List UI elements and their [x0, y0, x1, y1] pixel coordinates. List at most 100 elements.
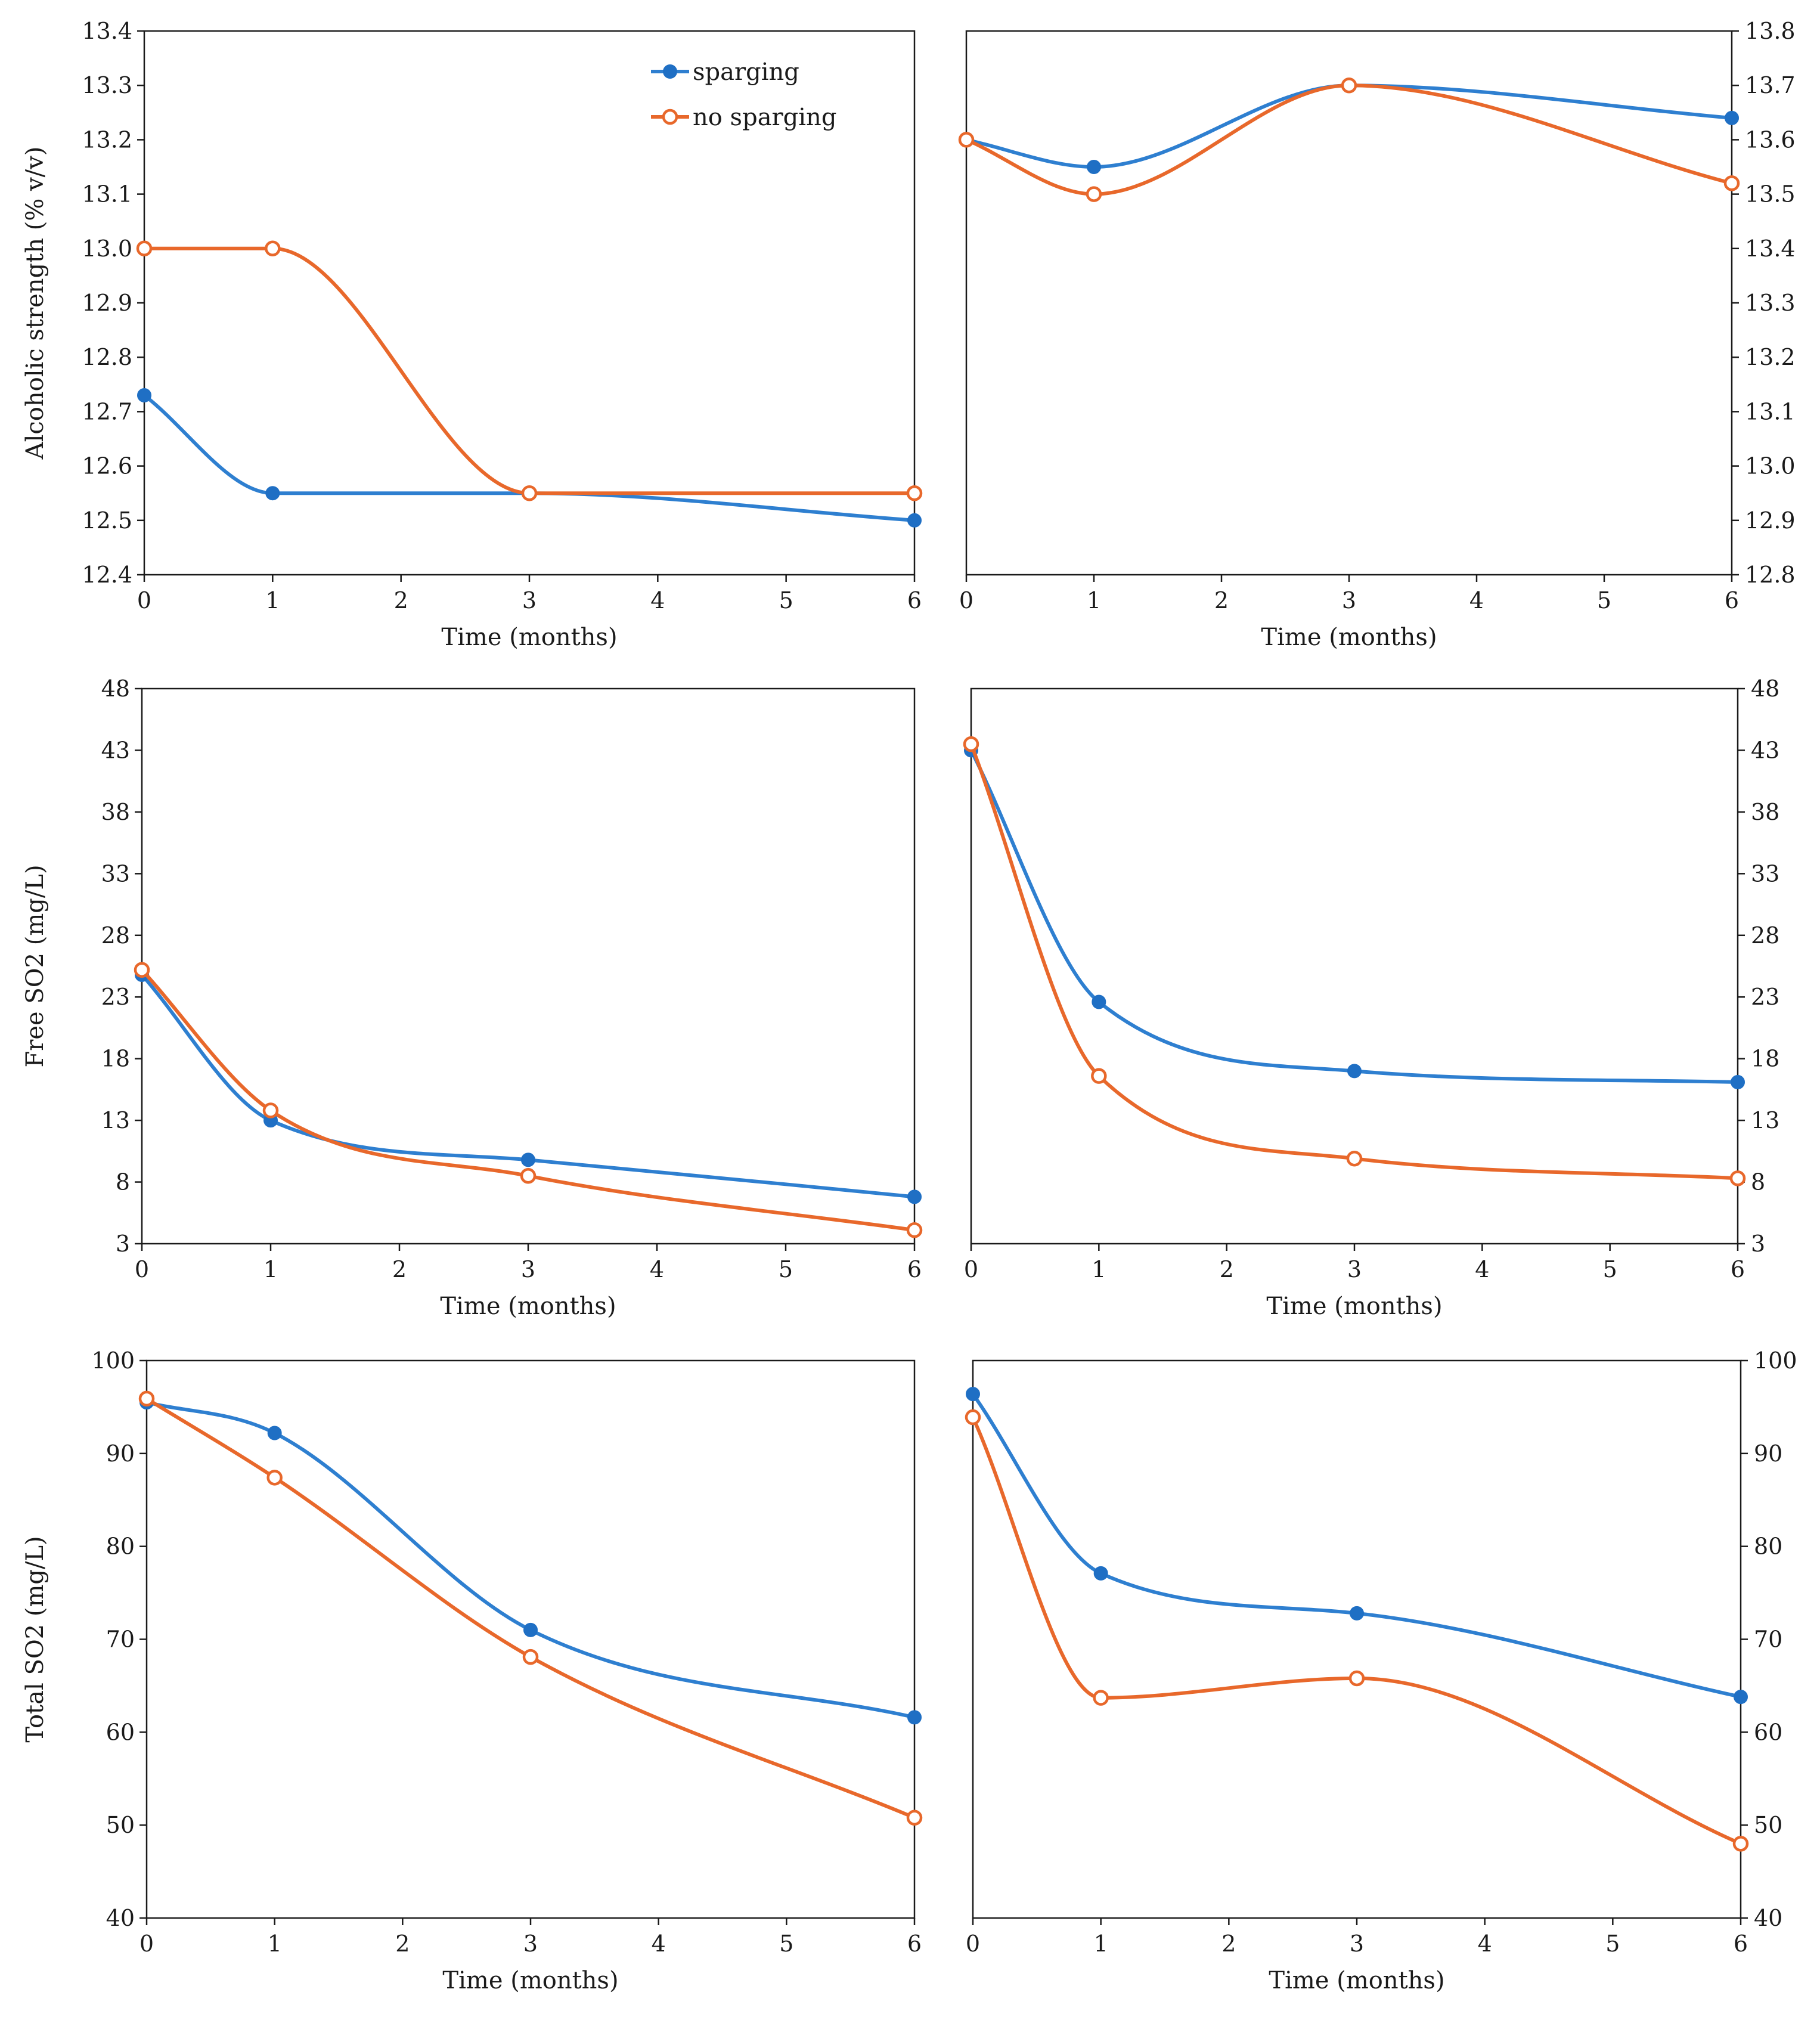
chart-total-so2-right: 0 1 2 3 4 5 640 50 60 70 80 90 100 Time (months) — [965, 1347, 1797, 1994]
chart-alcohol-right: 0 1 2 3 4 5 612.8 12.9 13.0 13.1 13.2 13.3 13.4 13.5 1… — [958, 18, 1796, 651]
y-tick-label: 12.5 — [82, 507, 132, 534]
x-axis-label: Time (months) — [1266, 1293, 1442, 1320]
data-point-sparging — [907, 1189, 922, 1204]
x-tick-label: 5 — [779, 1256, 793, 1282]
data-point-sparging — [523, 1622, 538, 1637]
x-tick-label: 6 — [907, 1931, 922, 1957]
x-tick-label: 0 — [137, 587, 151, 614]
x-tick-label: 6 — [907, 1256, 922, 1282]
x-tick-label: 3 — [1342, 587, 1356, 614]
chart-alcohol-left: 0 1 2 3 4 5 6 12.4 12.5 12.6 12.7 12.8 12.9 13.0 13.1 1… — [21, 18, 923, 651]
data-point-sparging — [1734, 1690, 1748, 1705]
x-tick-label: 0 — [135, 1256, 149, 1282]
y-tick-label: 90 — [1754, 1440, 1782, 1467]
y-tick-label: 48 — [1751, 676, 1779, 702]
y-tick-label: 13.1 — [1745, 398, 1796, 425]
y-axis-label: Total SO2 (mg/L) — [21, 1536, 49, 1742]
x-tick-label: 2 — [395, 1931, 410, 1957]
data-point-sparging — [1087, 160, 1101, 174]
data-point-no-sparging — [262, 1102, 279, 1119]
data-point-no-sparging — [134, 962, 150, 978]
data-point-sparging — [1725, 110, 1739, 125]
y-tick-label: 12.9 — [1745, 507, 1796, 534]
y-tick-label: 13.0 — [82, 236, 132, 262]
data-point-sparging — [1092, 994, 1106, 1009]
y-axis-label: Free SO2 (mg/L) — [21, 865, 49, 1067]
x-tick-label: 3 — [1347, 1256, 1362, 1282]
legend: sparging no sparging — [651, 58, 836, 131]
y-tick-label: 13.3 — [82, 72, 132, 98]
data-point-no-sparging — [1723, 175, 1740, 191]
y-tick-label: 28 — [1751, 922, 1779, 949]
y-tick-label: 50 — [1754, 1812, 1782, 1838]
y-tick-label: 43 — [101, 737, 130, 763]
x-tick-label: 2 — [392, 1256, 407, 1282]
data-point-no-sparging — [265, 240, 281, 257]
data-point-no-sparging — [1341, 77, 1357, 94]
data-point-no-sparging — [520, 1167, 537, 1184]
y-tick-label: 12.6 — [82, 453, 132, 479]
data-point-sparging — [1350, 1606, 1364, 1621]
x-tick-label: 6 — [1725, 587, 1739, 614]
x-tick-label: 0 — [959, 587, 973, 614]
legend-label: sparging — [693, 58, 799, 86]
y-tick-label: 13.2 — [82, 126, 132, 153]
y-tick-label: 33 — [101, 860, 130, 887]
data-point-no-sparging — [1729, 1170, 1746, 1186]
y-tick-label: 23 — [1751, 984, 1779, 1010]
data-point-no-sparging — [266, 1470, 283, 1486]
legend-swatch-marker — [662, 109, 678, 125]
y-tick-label: 8 — [1751, 1169, 1765, 1195]
x-tick-label: 0 — [139, 1931, 154, 1957]
data-point-no-sparging — [906, 1222, 923, 1238]
x-tick-label: 0 — [966, 1931, 980, 1957]
data-point-no-sparging — [1086, 186, 1102, 202]
series-line-no-sparging — [140, 968, 916, 1232]
y-tick-label: 100 — [91, 1347, 135, 1374]
x-tick-label: 5 — [779, 587, 793, 614]
y-tick-label: 12.7 — [82, 398, 132, 425]
data-point-sparging — [137, 388, 151, 403]
series-line-sparging — [145, 1401, 916, 1719]
x-tick-label: 3 — [522, 587, 537, 614]
y-tick-label: 13.1 — [82, 181, 132, 207]
plot-frame — [972, 1359, 1742, 1919]
series-line-no-sparging — [969, 742, 1740, 1181]
x-tick-label: 4 — [1469, 587, 1484, 614]
series-line-sparging — [140, 973, 916, 1199]
y-tick-label: 13 — [1751, 1107, 1779, 1133]
data-point-no-sparging — [1346, 1150, 1363, 1167]
y-tick-label: 18 — [101, 1046, 130, 1072]
x-tick-label: 4 — [1478, 1931, 1492, 1957]
series-line-sparging — [971, 1392, 1743, 1699]
x-tick-label: 2 — [1221, 1931, 1236, 1957]
y-tick-label: 80 — [1754, 1533, 1782, 1560]
x-tick-label: 3 — [523, 1931, 538, 1957]
series-line-no-sparging — [142, 246, 916, 495]
y-tick-label: 90 — [106, 1440, 135, 1467]
y-tick-label: 13.0 — [1745, 453, 1796, 479]
y-tick-label: 40 — [1754, 1905, 1782, 1931]
y-tick-label: 12.8 — [1745, 562, 1796, 588]
data-point-no-sparging — [906, 485, 923, 501]
x-axis-label: Time (months) — [1269, 1967, 1444, 1994]
data-point-sparging — [267, 1426, 282, 1440]
data-point-no-sparging — [906, 1810, 923, 1826]
series-line-sparging — [142, 394, 916, 522]
data-point-sparging — [1093, 1566, 1108, 1581]
chart-total-so2-left: 0 1 2 3 4 5 6 40 50 60 70 80 90 100 Time (months) Total… — [21, 1347, 923, 1994]
x-tick-label: 3 — [1350, 1931, 1364, 1957]
x-tick-label: 0 — [964, 1256, 978, 1282]
y-tick-label: 13.2 — [1745, 344, 1796, 370]
legend-swatch-marker — [663, 64, 677, 79]
series-line-no-sparging — [145, 1396, 916, 1820]
data-point-sparging — [521, 1152, 535, 1167]
data-point-no-sparging — [1348, 1670, 1365, 1687]
data-point-no-sparging — [963, 736, 979, 752]
y-tick-label: 70 — [106, 1626, 135, 1653]
y-tick-label: 40 — [106, 1905, 135, 1931]
series-line-no-sparging — [971, 1415, 1743, 1846]
x-axis-label: Time (months) — [442, 1967, 618, 1994]
x-tick-label: 2 — [1214, 587, 1229, 614]
